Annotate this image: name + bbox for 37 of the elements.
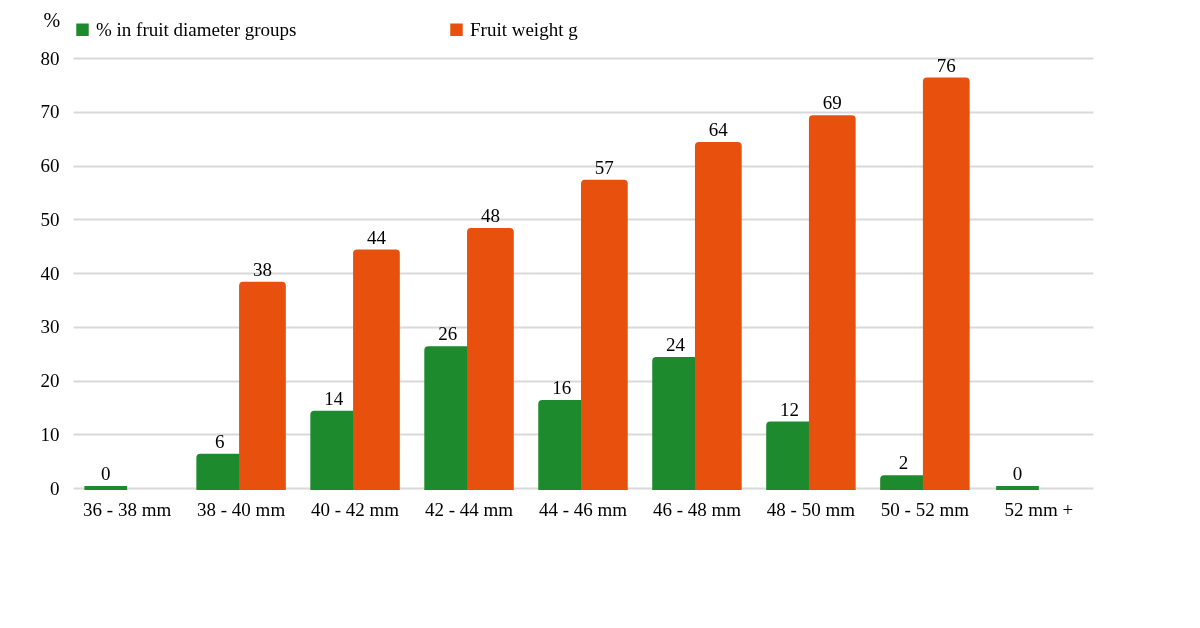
- y-tick-label: 40: [40, 262, 60, 284]
- y-tick-label: 10: [40, 423, 60, 445]
- data-label: 44: [366, 226, 387, 248]
- data-label: 64: [708, 119, 729, 140]
- data-label: 0: [1012, 463, 1023, 484]
- x-tick-label: 52 mm +: [1004, 498, 1074, 520]
- data-label: 26: [438, 323, 458, 345]
- y-axis-title: %: [43, 8, 61, 31]
- y-tick-label: 60: [40, 155, 60, 176]
- data-label: 16: [552, 377, 572, 398]
- x-tick-label: 40 - 42 mm: [311, 498, 400, 520]
- data-label: 69: [822, 92, 842, 114]
- data-label: 0: [101, 463, 111, 484]
- data-label: 57: [594, 156, 614, 178]
- x-tick-label: 50 - 52 mm: [880, 498, 970, 520]
- data-label: 38: [252, 258, 272, 280]
- legend-label: % in fruit diameter groups: [96, 18, 297, 40]
- data-label: 6: [214, 430, 225, 452]
- data-label: 76: [936, 54, 956, 76]
- y-tick-label: 80: [40, 47, 60, 69]
- x-tick-label: 42 - 44 mm: [424, 498, 514, 520]
- y-tick-label: 70: [40, 101, 60, 123]
- legend-label: Fruit weight g: [470, 18, 579, 40]
- y-tick-label: 0: [50, 477, 60, 499]
- x-tick-label: 46 - 48 mm: [652, 498, 742, 520]
- data-label: 2: [898, 452, 909, 474]
- x-tick-label: 48 - 50 mm: [766, 498, 856, 520]
- data-label: 48: [480, 205, 500, 226]
- data-label: 12: [780, 398, 800, 420]
- y-tick-label: 30: [40, 316, 60, 338]
- x-tick-label: 36 - 38 mm: [83, 498, 172, 520]
- data-label: 24: [666, 334, 686, 355]
- y-tick-label: 50: [40, 208, 60, 230]
- y-tick-label: 20: [40, 370, 60, 391]
- x-tick-label: 38 - 40 mm: [197, 498, 286, 520]
- data-label: 14: [324, 387, 344, 409]
- x-tick-label: 44 - 46 mm: [538, 498, 628, 520]
